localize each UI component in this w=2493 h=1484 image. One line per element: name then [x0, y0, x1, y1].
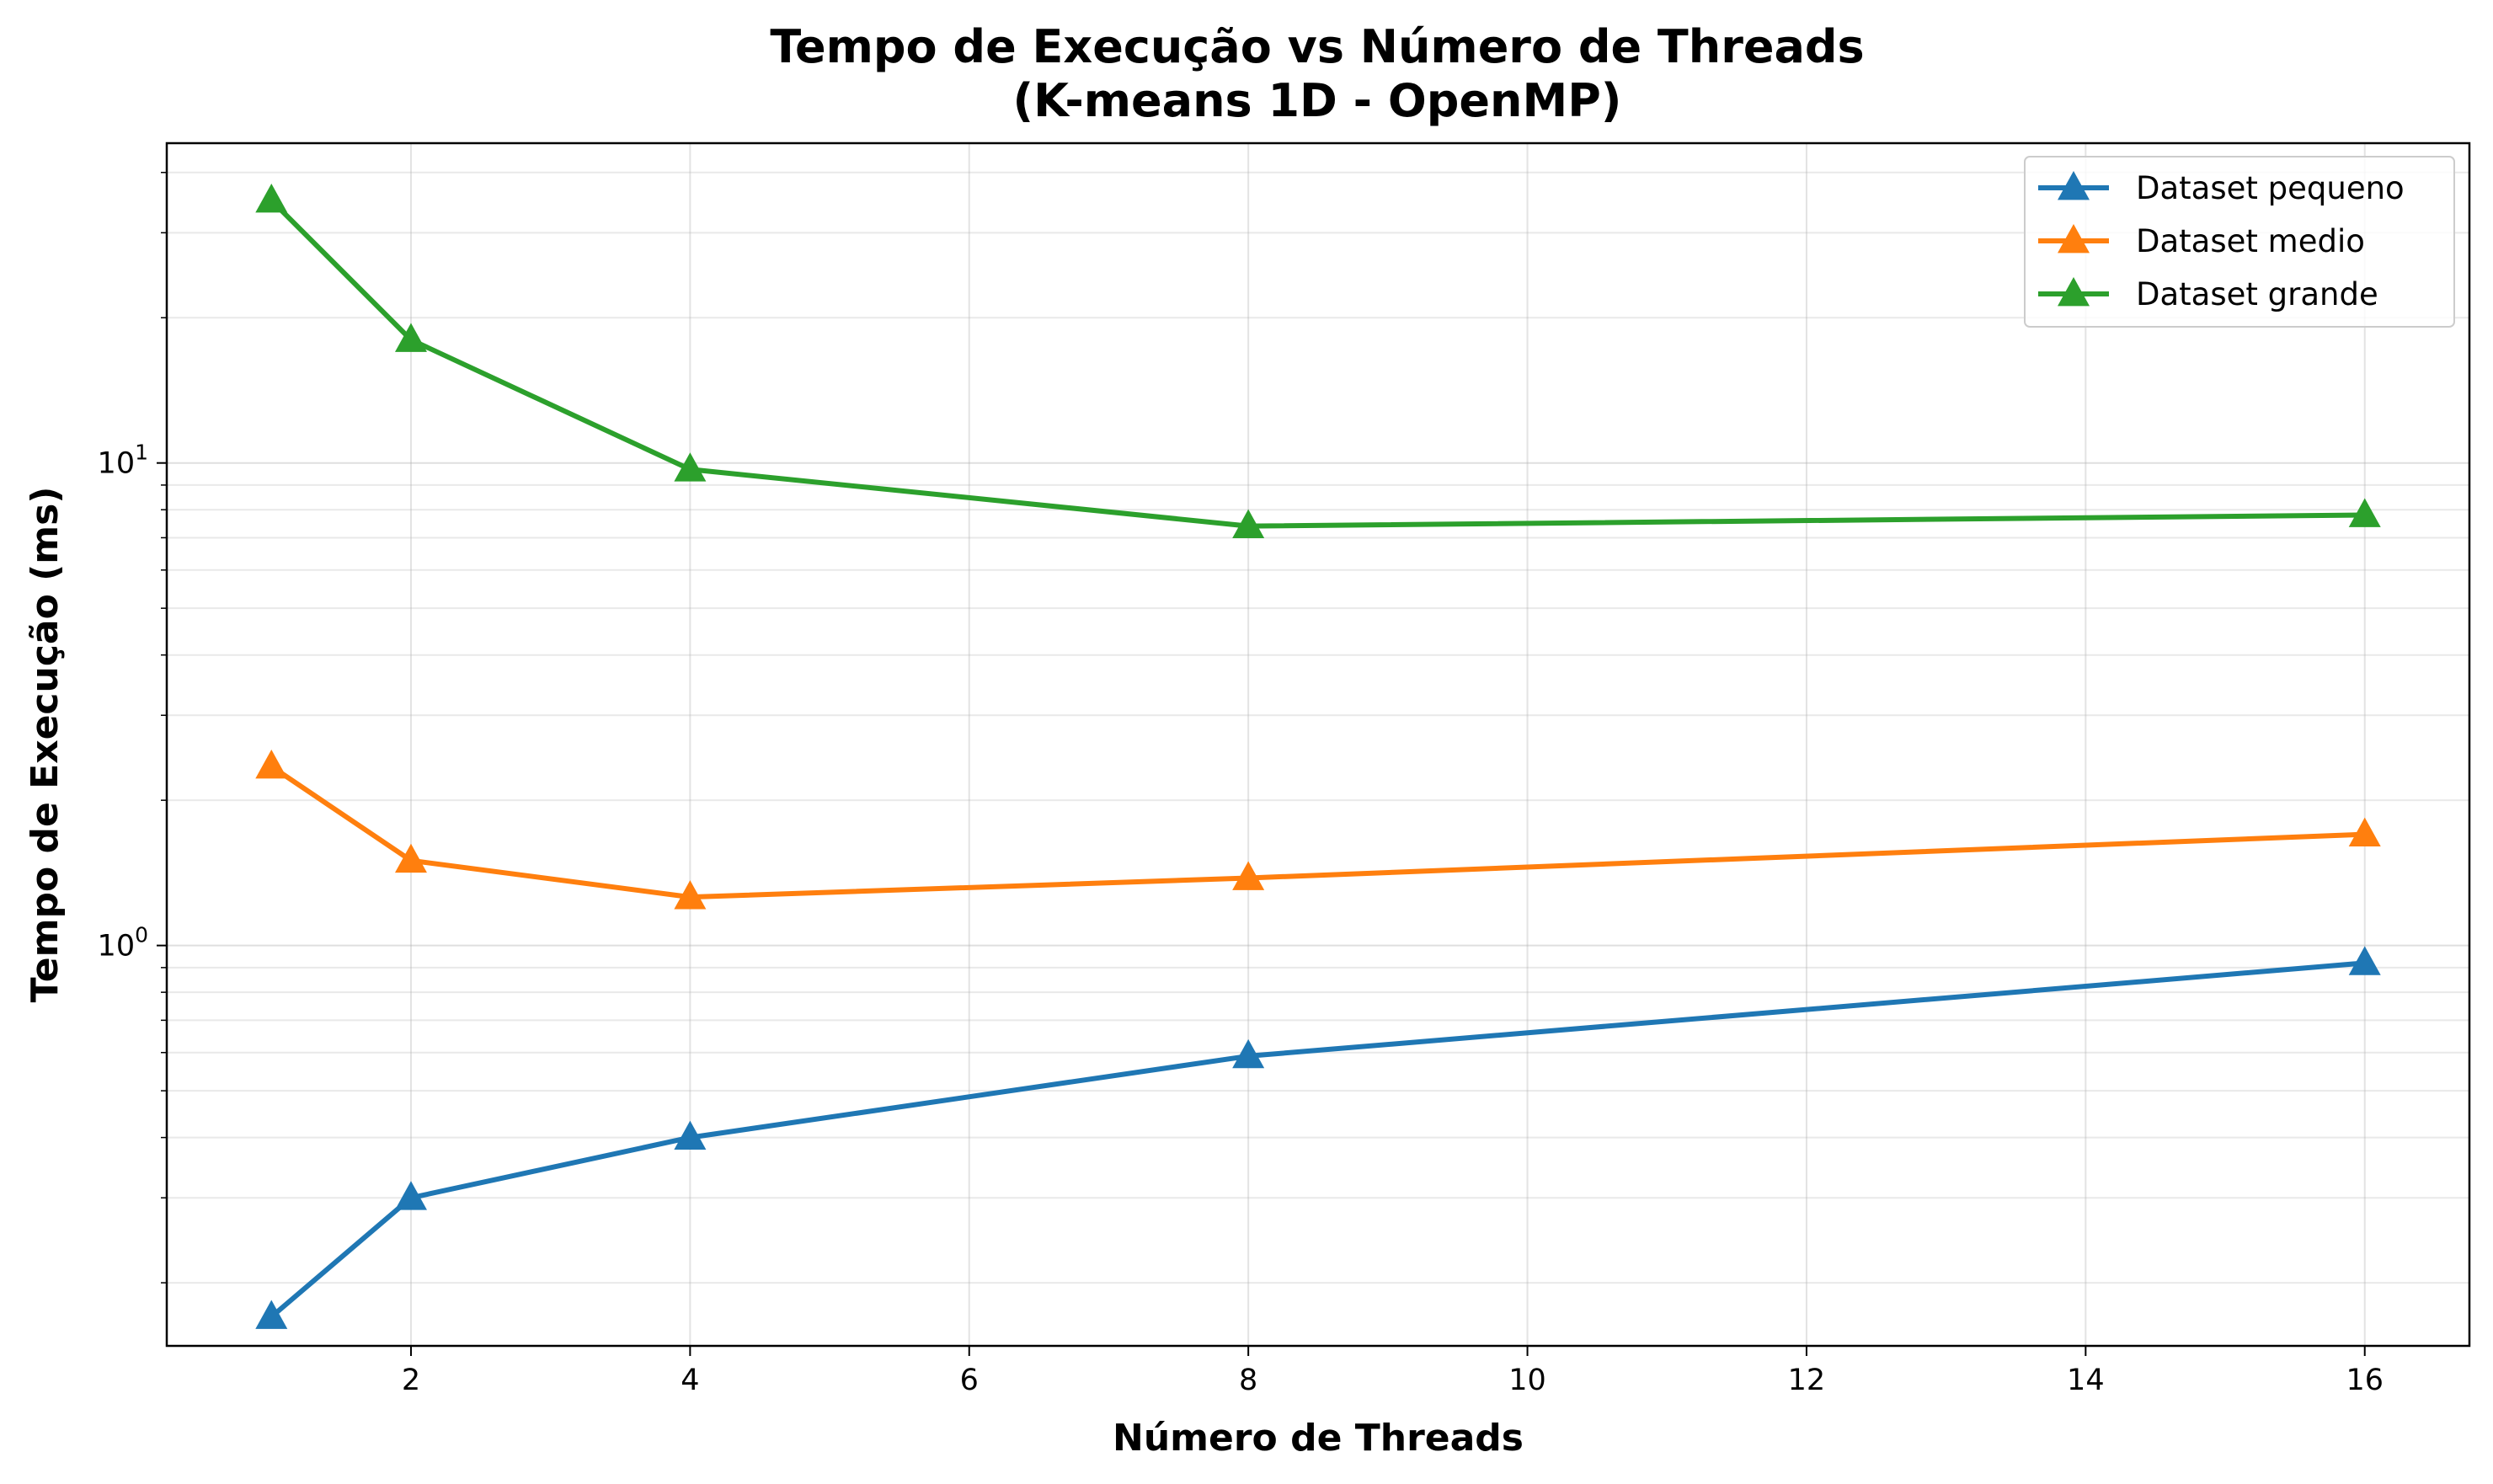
chart-subtitle: (K-means 1D - OpenMP) [1013, 74, 1622, 127]
data-point-marker [255, 183, 288, 213]
x-tick-label: 16 [2346, 1364, 2384, 1397]
data-point-marker [1232, 509, 1265, 539]
grid-layer [167, 143, 2469, 1346]
data-point-marker [255, 750, 288, 779]
x-tick-label: 12 [1788, 1364, 1826, 1397]
x-tick-label: 14 [2067, 1364, 2105, 1397]
data-point-marker [2348, 498, 2381, 527]
x-tick-label: 6 [960, 1364, 979, 1397]
data-point-marker [394, 843, 427, 873]
y-tick-label: 100 [98, 923, 148, 964]
x-tick-label: 10 [1508, 1364, 1546, 1397]
legend-marker [2058, 224, 2090, 254]
y-tick-label: 101 [98, 440, 148, 481]
x-tick-label: 2 [402, 1364, 420, 1397]
data-point-marker [1232, 1038, 1265, 1069]
series-3 [255, 183, 2381, 539]
x-axis-label: Número de Threads [1113, 1417, 1524, 1460]
data-point-marker [674, 452, 707, 482]
data-point-marker [674, 880, 707, 910]
plot-frame [165, 141, 2471, 1348]
legend-label: Dataset medio [2136, 223, 2365, 259]
data-point-marker [674, 1120, 707, 1150]
series-layer [255, 183, 2381, 1329]
x-tick-label: 4 [681, 1364, 699, 1397]
legend-label: Dataset grande [2136, 276, 2378, 312]
ticks-layer: 2 4 6 8 10 12 14 16 100 101 [98, 172, 2384, 1397]
legend-label: Dataset pequeno [2136, 170, 2405, 206]
data-point-marker [1232, 861, 1265, 890]
legend-marker [2058, 277, 2090, 307]
data-point-marker [2348, 817, 2381, 846]
data-point-marker [394, 323, 427, 352]
series-1 [255, 946, 2381, 1329]
chart-title: Tempo de Execução vs Número de Threads [770, 20, 1864, 73]
x-tick-label: 8 [1239, 1364, 1257, 1397]
y-axis-label: Tempo de Execução (ms) [24, 487, 67, 1003]
series-2 [255, 750, 2381, 910]
legend: Dataset pequeno Dataset medio Dataset gran… [2024, 156, 2455, 328]
data-point-marker [2348, 946, 2381, 975]
data-point-marker [255, 1300, 288, 1329]
legend-box [2024, 156, 2455, 328]
data-point-marker [394, 1181, 427, 1210]
legend-marker [2058, 171, 2090, 200]
